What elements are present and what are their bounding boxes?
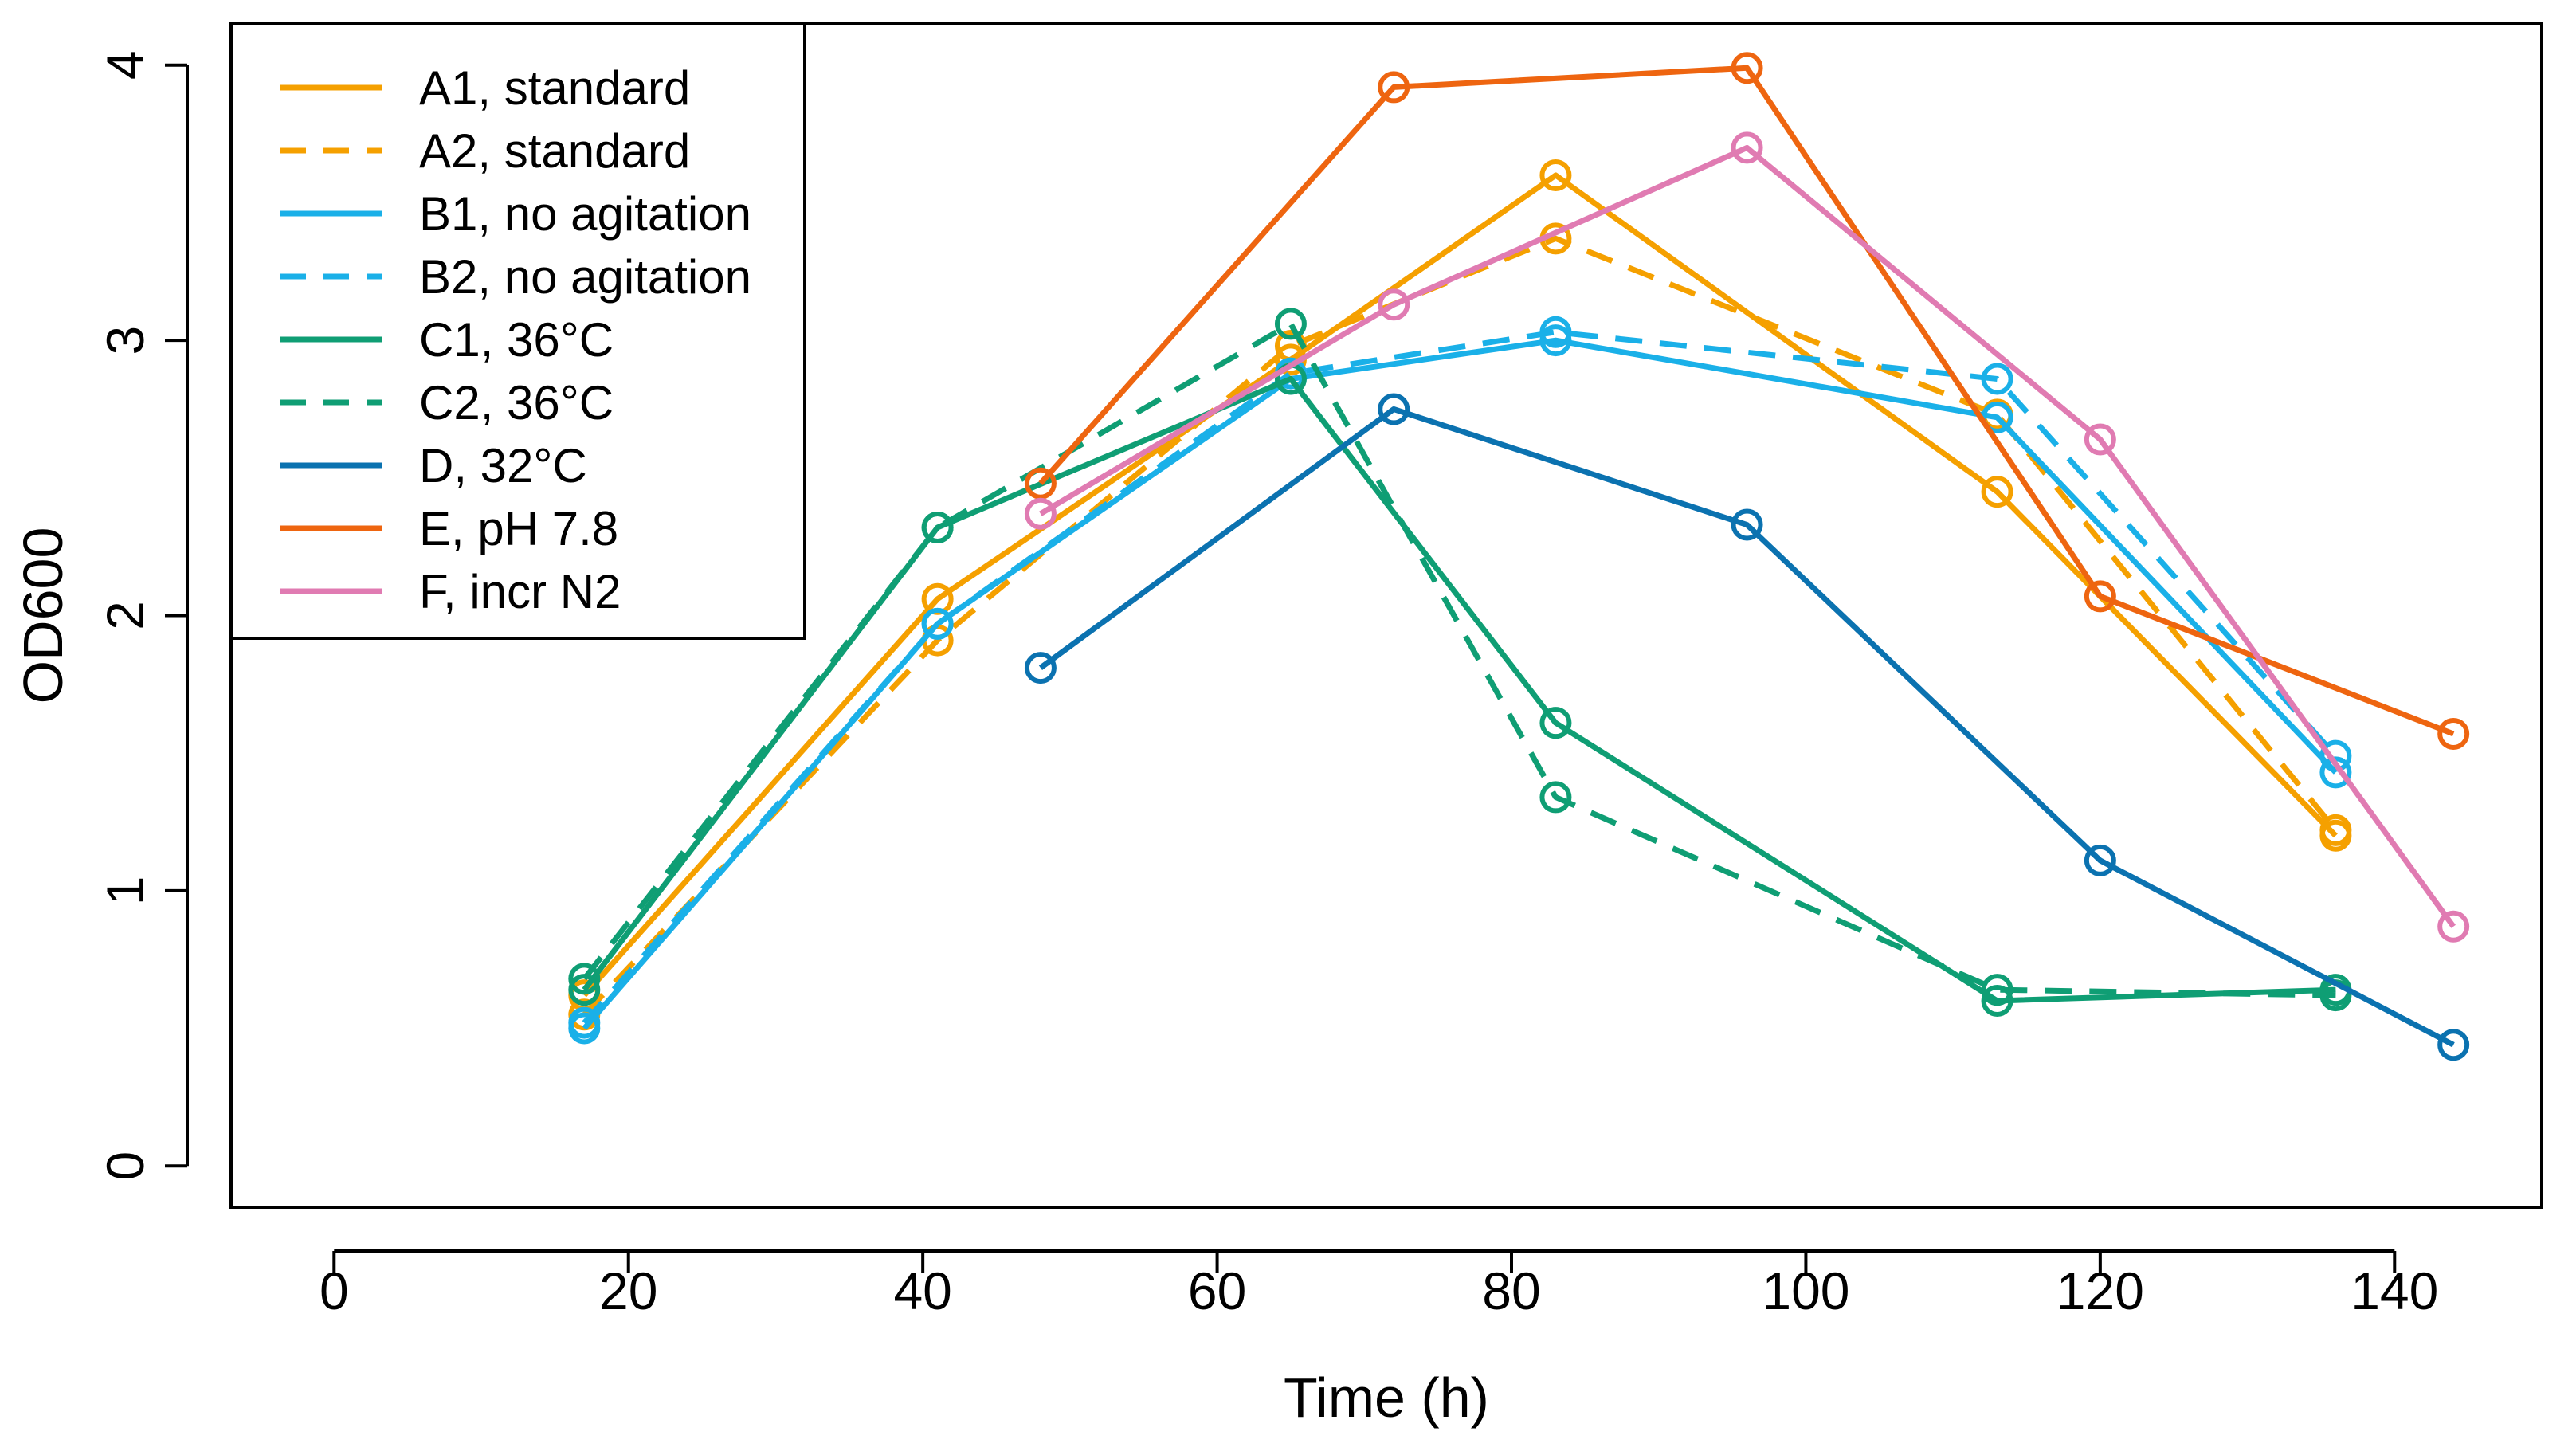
data-point bbox=[1731, 508, 1763, 541]
data-point bbox=[1024, 467, 1057, 500]
series-line bbox=[582, 329, 2339, 1025]
data-point bbox=[921, 607, 954, 640]
x-tick-label: 100 bbox=[1762, 1261, 1849, 1320]
data-point bbox=[2319, 739, 2352, 772]
legend-label: D, 32°C bbox=[419, 439, 587, 492]
x-tick-label: 60 bbox=[1188, 1261, 1246, 1320]
data-point bbox=[1981, 974, 2013, 1006]
series-6 bbox=[1024, 393, 2470, 1061]
series-4 bbox=[568, 363, 2352, 1017]
data-point bbox=[2319, 756, 2352, 789]
series-5 bbox=[568, 308, 2352, 1012]
legend-label: C2, 36°C bbox=[419, 376, 614, 429]
series-line bbox=[1038, 406, 2455, 1048]
y-tick-label: 3 bbox=[96, 326, 155, 355]
data-point bbox=[1378, 288, 1410, 321]
data-point bbox=[2084, 580, 2116, 613]
data-point bbox=[1731, 52, 1763, 84]
y-axis-title: OD600 bbox=[12, 527, 74, 704]
data-point bbox=[1274, 308, 1307, 340]
series-line bbox=[582, 320, 2336, 998]
y-tick-label: 4 bbox=[96, 50, 155, 80]
y-tick-label: 0 bbox=[96, 1151, 155, 1181]
x-tick-label: 20 bbox=[599, 1261, 657, 1320]
data-point bbox=[2084, 423, 2116, 456]
data-point bbox=[1539, 159, 1572, 191]
series-0 bbox=[568, 159, 2352, 1012]
data-point bbox=[1378, 71, 1410, 104]
legend: A1, standard A2, standard B1, no agitation… bbox=[229, 22, 806, 640]
series-line bbox=[1039, 144, 2456, 928]
data-point bbox=[1981, 476, 2013, 508]
series-line bbox=[582, 337, 2338, 1030]
series-7 bbox=[1024, 52, 2470, 750]
axes: 0 20 40 60 80 100 120 140 0 1 2 3 4 bbox=[96, 50, 2438, 1320]
x-tick-label: 80 bbox=[1482, 1261, 1540, 1320]
x-tick-label: 0 bbox=[320, 1261, 349, 1320]
legend-label: C1, 36°C bbox=[419, 313, 614, 367]
data-point bbox=[1539, 707, 1572, 739]
data-point bbox=[2437, 1029, 2470, 1061]
data-point bbox=[1731, 131, 1763, 164]
data-point bbox=[1539, 781, 1572, 814]
x-axis-title: Time (h) bbox=[1284, 1367, 1489, 1429]
x-tick-label: 40 bbox=[893, 1261, 951, 1320]
legend-label: A1, standard bbox=[419, 61, 690, 115]
legend-label: B2, no agitation bbox=[419, 250, 751, 304]
data-point bbox=[921, 511, 954, 543]
data-point bbox=[2084, 844, 2116, 876]
data-point bbox=[2437, 910, 2470, 943]
data-point bbox=[568, 1006, 601, 1039]
data-point bbox=[1024, 652, 1057, 684]
legend-box bbox=[229, 22, 806, 640]
legend-label: B1, no agitation bbox=[419, 187, 751, 241]
series-layer bbox=[568, 52, 2470, 1061]
series-line bbox=[1038, 65, 2455, 737]
data-point bbox=[568, 963, 601, 995]
x-tick-label: 120 bbox=[2056, 1261, 2144, 1320]
legend-label: A2, standard bbox=[419, 124, 690, 178]
x-tick-label: 140 bbox=[2351, 1261, 2438, 1320]
data-point bbox=[1981, 363, 2013, 395]
y-tick-label: 2 bbox=[96, 601, 155, 630]
series-line bbox=[582, 376, 2336, 1004]
legend-label: E, pH 7.8 bbox=[419, 502, 618, 555]
data-point bbox=[2319, 814, 2352, 846]
data-point bbox=[1539, 316, 1572, 348]
series-line bbox=[582, 172, 2338, 998]
series-8 bbox=[1024, 131, 2470, 943]
data-point bbox=[1024, 497, 1057, 530]
data-point bbox=[1378, 393, 1410, 425]
legend-label: F, incr N2 bbox=[419, 565, 621, 618]
series-2 bbox=[568, 324, 2352, 1045]
data-point bbox=[2437, 718, 2470, 750]
data-point bbox=[1981, 984, 2013, 1017]
y-tick-label: 1 bbox=[96, 876, 155, 905]
